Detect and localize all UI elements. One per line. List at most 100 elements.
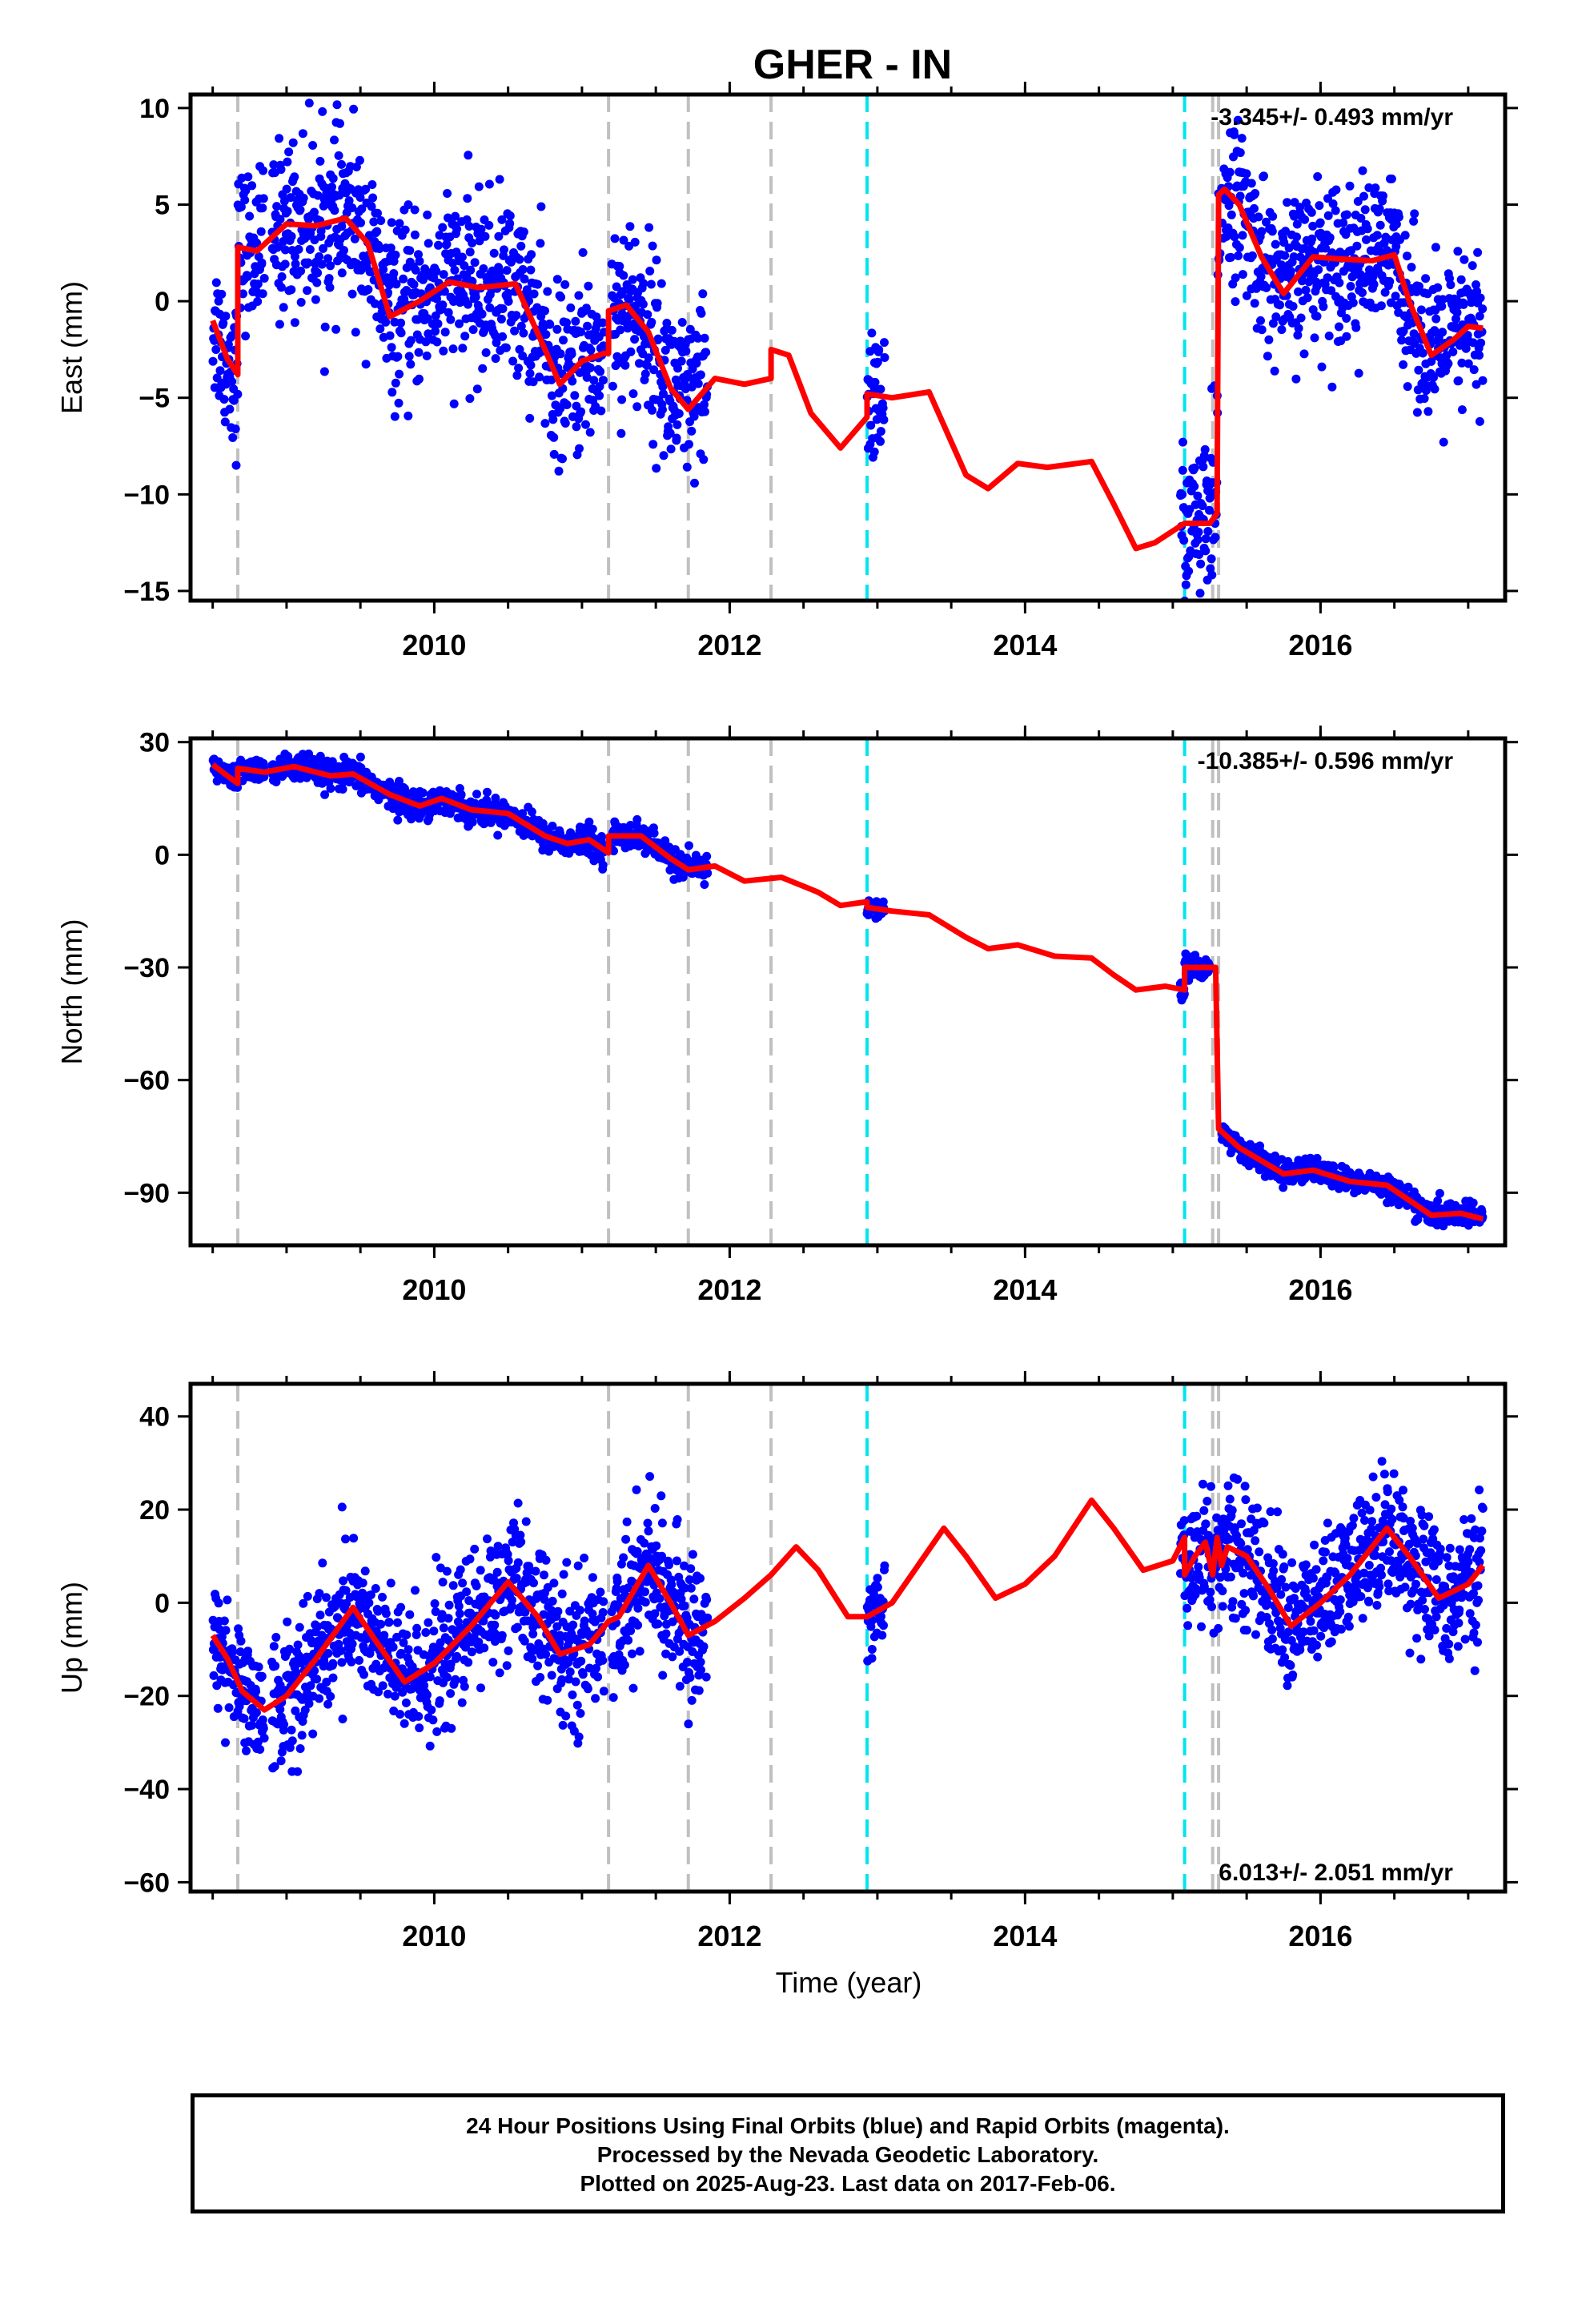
data-point [584, 281, 593, 291]
data-point [1263, 352, 1272, 361]
data-point [628, 275, 637, 284]
data-point [472, 384, 482, 394]
data-point [483, 787, 492, 797]
data-point [456, 790, 466, 799]
data-point [522, 285, 532, 295]
data-point [259, 1733, 269, 1743]
data-point [1257, 227, 1267, 236]
data-point [699, 1642, 709, 1651]
data-point [269, 160, 279, 170]
data-point [308, 141, 318, 150]
data-point [468, 238, 477, 247]
data-point [1327, 286, 1336, 296]
data-point [1231, 297, 1240, 307]
data-point [418, 788, 428, 798]
data-point [656, 279, 666, 288]
data-point [215, 366, 225, 376]
data-point [366, 1590, 375, 1599]
data-point [415, 374, 424, 384]
data-point [341, 1534, 350, 1544]
data-point [619, 271, 628, 280]
data-point [485, 303, 495, 312]
data-point [378, 1681, 387, 1691]
data-point [1231, 273, 1240, 283]
data-point [439, 346, 448, 356]
data-point [518, 809, 528, 818]
data-point [1240, 1482, 1250, 1491]
data-point [1237, 134, 1247, 143]
data-point [525, 368, 535, 378]
data-point [873, 1574, 882, 1583]
data-point [1273, 1507, 1283, 1517]
data-point [293, 1767, 303, 1776]
data-point [1400, 231, 1410, 240]
y-tick-label: −30 [123, 953, 170, 983]
data-point [1299, 349, 1309, 359]
data-point [213, 1703, 223, 1713]
data-point [491, 794, 500, 802]
data-point [254, 1663, 263, 1671]
data-point [401, 1698, 411, 1707]
data-point [639, 279, 648, 288]
data-point [1301, 285, 1311, 295]
data-point [643, 310, 652, 320]
data-point [339, 246, 348, 255]
data-point [1207, 570, 1217, 580]
data-point [540, 419, 550, 428]
data-point [371, 1584, 380, 1593]
data-point [1278, 1550, 1287, 1559]
data-point [415, 1723, 424, 1733]
data-point [1238, 270, 1247, 279]
data-point [1207, 1602, 1216, 1611]
data-point [484, 179, 494, 189]
data-point [548, 415, 558, 424]
data-point [1342, 314, 1351, 323]
data-point [624, 295, 634, 304]
data-point [1296, 313, 1306, 323]
data-point [323, 254, 333, 263]
data-point [528, 1654, 537, 1663]
data-point [1356, 214, 1366, 223]
data-point [655, 1594, 665, 1603]
data-point [245, 211, 255, 221]
data-point [536, 1673, 545, 1682]
data-point [275, 320, 284, 329]
data-point [869, 447, 879, 456]
data-point [508, 1538, 517, 1547]
data-point [1303, 293, 1312, 303]
data-point [518, 352, 528, 360]
data-point [576, 1709, 585, 1718]
data-point [616, 325, 625, 335]
data-point [384, 1618, 394, 1627]
data-point [414, 348, 424, 357]
data-point [1235, 148, 1245, 158]
data-point [421, 1628, 431, 1637]
data-point [493, 830, 503, 840]
data-point [424, 329, 433, 339]
data-point [458, 1578, 468, 1588]
data-point [572, 422, 581, 432]
data-point [867, 1654, 877, 1663]
data-point [391, 279, 401, 289]
data-point [225, 404, 235, 414]
data-point [422, 351, 432, 360]
data-point [214, 296, 223, 306]
data-point [693, 333, 703, 343]
data-point [243, 1647, 253, 1656]
data-point [253, 297, 263, 306]
data-point [439, 1623, 448, 1633]
data-point [288, 138, 298, 147]
data-point [630, 335, 640, 344]
data-point [652, 299, 662, 308]
data-point [211, 278, 221, 287]
data-point [405, 1610, 415, 1619]
data-point [596, 1587, 605, 1597]
data-point [1233, 1474, 1243, 1484]
data-point [614, 358, 623, 368]
data-point [399, 274, 408, 283]
data-point [1308, 221, 1318, 231]
data-point [476, 224, 486, 234]
data-point [1249, 1526, 1259, 1535]
data-point [1339, 218, 1348, 227]
data-point [444, 308, 453, 317]
